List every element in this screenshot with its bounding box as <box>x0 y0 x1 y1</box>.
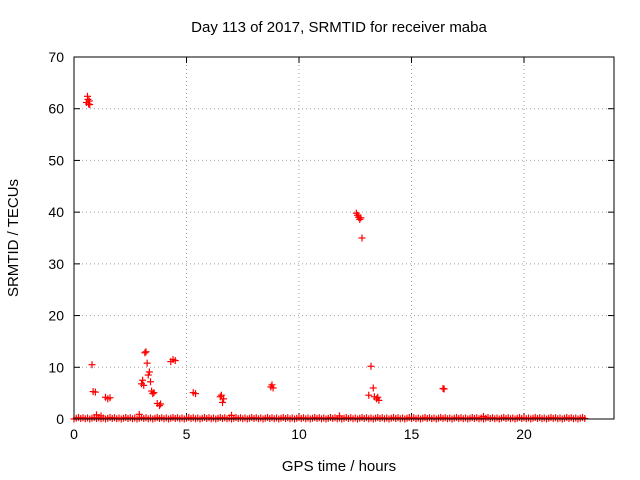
y-tick-label: 50 <box>48 152 64 168</box>
data-point <box>358 234 366 242</box>
data-point <box>91 388 99 396</box>
data-points <box>70 92 589 423</box>
y-tick-label: 30 <box>48 256 64 272</box>
x-axis-label: GPS time / hours <box>282 458 396 475</box>
data-point <box>143 359 151 367</box>
data-point <box>336 412 343 420</box>
chart-title: Day 113 of 2017, SRMTID for receiver mab… <box>191 19 487 36</box>
data-point <box>374 393 382 401</box>
data-point <box>106 394 114 402</box>
data-point <box>219 398 226 406</box>
data-point <box>141 349 149 357</box>
data-point <box>156 402 163 410</box>
data-point <box>365 391 373 399</box>
y-tick-label: 20 <box>48 308 64 324</box>
data-point <box>140 381 148 389</box>
data-point <box>93 411 100 419</box>
data-point <box>369 384 377 392</box>
data-point <box>171 357 179 365</box>
data-point <box>145 368 153 376</box>
y-tick-label: 10 <box>48 359 64 375</box>
data-point <box>268 381 276 389</box>
y-tick-label: 60 <box>48 101 64 117</box>
y-axis-label: SRMTID / TECUs <box>5 179 22 297</box>
data-point <box>367 362 375 370</box>
data-point <box>356 215 364 223</box>
y-tick-label: 40 <box>48 204 64 220</box>
data-point <box>269 384 277 392</box>
data-point <box>149 390 157 398</box>
x-tick-label: 20 <box>516 426 532 442</box>
data-point <box>192 390 199 398</box>
data-point <box>220 395 228 403</box>
plot-frame <box>73 56 615 420</box>
data-point <box>440 385 448 393</box>
data-point <box>86 101 94 109</box>
y-tick-label: 70 <box>48 49 64 65</box>
grid <box>74 57 614 419</box>
axis-ticks: 0 5 10 15 20 0 10 20 30 40 50 60 70 <box>48 49 614 442</box>
data-point <box>357 214 365 222</box>
x-tick-label: 10 <box>291 426 307 442</box>
data-point <box>135 410 143 418</box>
x-tick-label: 5 <box>183 426 191 442</box>
data-point <box>139 376 147 384</box>
data-point <box>217 391 225 399</box>
data-point <box>144 371 152 379</box>
y-tick-label: 0 <box>56 411 64 427</box>
data-point <box>228 411 235 419</box>
data-point <box>375 396 383 404</box>
data-point <box>157 400 165 408</box>
x-tick-label: 15 <box>404 426 420 442</box>
data-point <box>150 389 158 397</box>
data-point <box>84 95 92 103</box>
data-point <box>147 378 154 386</box>
data-point <box>581 414 589 422</box>
x-tick-label: 0 <box>70 426 78 442</box>
data-point <box>97 412 105 420</box>
data-point <box>142 348 150 356</box>
data-point <box>88 361 96 369</box>
